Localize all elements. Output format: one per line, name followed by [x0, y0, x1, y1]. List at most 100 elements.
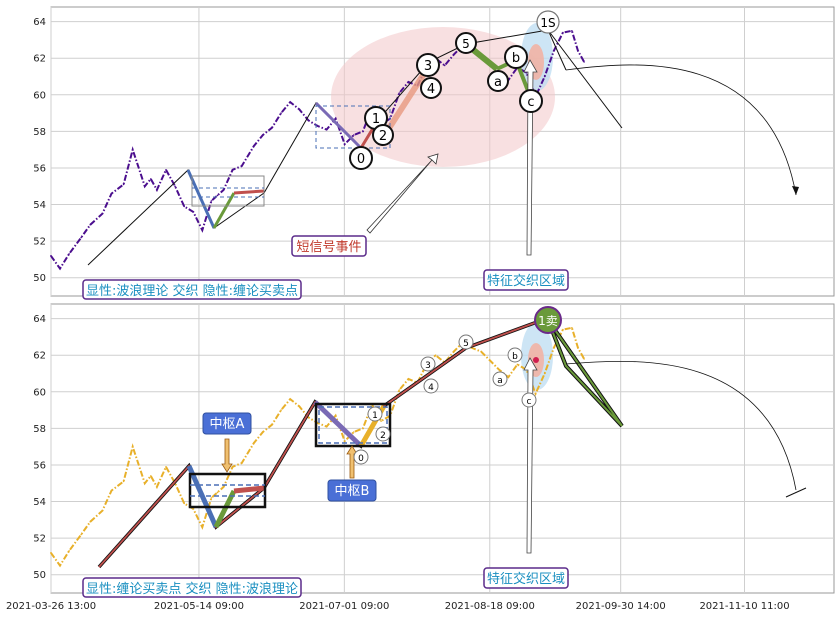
- price-point: [262, 134, 264, 136]
- price-point: [89, 520, 92, 523]
- svg-text:4: 4: [427, 82, 435, 97]
- wave-marker-1: 1: [367, 406, 383, 422]
- wave-marker-4: 4: [420, 77, 442, 99]
- price-point: [122, 480, 125, 483]
- svg-text:1: 1: [372, 411, 378, 421]
- price-point: [280, 409, 282, 411]
- price-point: [571, 30, 573, 32]
- y-tick-label: 58: [33, 424, 46, 435]
- price-point: [192, 508, 195, 510]
- price-point: [80, 533, 82, 536]
- wave-marker-2: 2: [372, 124, 394, 146]
- svg-text:0: 0: [357, 152, 365, 167]
- y-tick-label: 62: [33, 351, 46, 362]
- wave-marker-b: b: [507, 347, 523, 363]
- x-tick-label: 2021-09-30 14:00: [576, 601, 666, 612]
- price-point: [325, 425, 328, 428]
- price-point: [453, 350, 455, 353]
- price-point: [553, 50, 555, 52]
- price-point: [583, 358, 585, 360]
- svg-text:1卖: 1卖: [538, 314, 558, 328]
- y-tick-label: 60: [33, 387, 46, 398]
- price-point: [253, 442, 255, 444]
- wave-marker-0: 0: [349, 146, 373, 170]
- price-point: [240, 165, 243, 167]
- price-point: [453, 53, 455, 56]
- y-tick-labels: 50 52 54 56 58 60 62 64 50 52 54 56 58 60 62 64: [33, 17, 46, 581]
- price-point: [50, 552, 52, 554]
- price-point: [110, 192, 113, 195]
- price-point: [407, 81, 410, 83]
- y-tick-label: 64: [33, 314, 46, 325]
- svg-text:a: a: [494, 75, 502, 90]
- x-tick-label: 2021-11-10 11:00: [699, 601, 789, 612]
- svg-text:1: 1: [372, 112, 380, 127]
- y-tick-label: 60: [33, 90, 46, 101]
- y-tick-label: 54: [33, 200, 46, 211]
- price-point: [577, 347, 579, 349]
- price-point: [240, 462, 243, 464]
- signal-event-label: 短信号事件: [291, 235, 367, 257]
- svg-text:显性:波浪理论 交织 隐性:缠论买卖点: 显性:波浪理论 交织 隐性:缠论买卖点: [86, 283, 298, 299]
- svg-text:中枢A: 中枢A: [210, 417, 245, 432]
- price-point: [110, 489, 113, 492]
- y-tick-label: 58: [33, 127, 46, 138]
- price-point: [343, 143, 346, 145]
- price-point: [131, 148, 134, 151]
- x-tick-label: 2021-08-18 09:00: [445, 601, 535, 612]
- wave-marker-4: 4: [423, 378, 439, 394]
- price-point: [516, 363, 519, 366]
- price-point: [174, 185, 176, 188]
- svg-text:3: 3: [424, 59, 432, 74]
- price-point: [398, 92, 401, 94]
- svg-text:特征交织区域: 特征交织区域: [487, 273, 565, 289]
- x-tick-label: 2021-07-01 09:00: [299, 601, 389, 612]
- price-point: [271, 423, 273, 426]
- price-point: [122, 183, 125, 186]
- sell-point-marker: 1卖: [534, 306, 562, 334]
- x-tick-label: 2021-05-14 09:00: [154, 601, 244, 612]
- svg-text:短信号事件: 短信号事件: [296, 240, 361, 255]
- svg-text:4: 4: [428, 383, 434, 393]
- x-tick-labels: 2021-03-26 13:00 2021-05-14 09:00 2021-07-…: [6, 601, 790, 612]
- svg-text:1S: 1S: [540, 16, 555, 30]
- price-point: [262, 431, 264, 433]
- price-point: [222, 189, 225, 191]
- price-point: [50, 255, 52, 257]
- price-point: [68, 550, 70, 552]
- y-tick-label: 56: [33, 163, 46, 174]
- price-point: [59, 267, 61, 270]
- price-point: [298, 405, 301, 408]
- price-point: [156, 486, 158, 488]
- price-point: [398, 389, 401, 391]
- wave-marker-1s: 1S: [536, 10, 560, 34]
- y-tick-label: 52: [33, 237, 46, 248]
- price-point: [201, 229, 204, 231]
- svg-text:c: c: [527, 397, 532, 407]
- wave-marker-3: 3: [420, 356, 436, 372]
- price-point: [577, 50, 579, 52]
- wave-marker-a: a: [487, 70, 509, 92]
- price-point: [353, 134, 355, 136]
- price-point: [231, 169, 234, 171]
- price-point: [216, 491, 219, 494]
- svg-text:2: 2: [380, 431, 386, 441]
- price-line: [50, 326, 585, 568]
- price-point: [362, 130, 364, 133]
- wave-marker-2: 2: [375, 426, 391, 442]
- price-point: [583, 61, 585, 63]
- price-point: [543, 75, 546, 78]
- svg-text:b: b: [512, 51, 520, 66]
- pivot-a-label: 中枢A: [202, 412, 252, 435]
- y-tick-label: 50: [33, 570, 46, 581]
- svg-text:2: 2: [379, 129, 387, 144]
- price-point: [343, 440, 346, 443]
- wave-marker-5: 5: [455, 32, 477, 54]
- price-point: [534, 392, 537, 395]
- price-point: [89, 223, 92, 226]
- bottom-caption: 显性:缠论买卖点 交织 隐性:波浪理论: [82, 577, 302, 598]
- price-point: [165, 169, 167, 171]
- price-point: [434, 354, 437, 357]
